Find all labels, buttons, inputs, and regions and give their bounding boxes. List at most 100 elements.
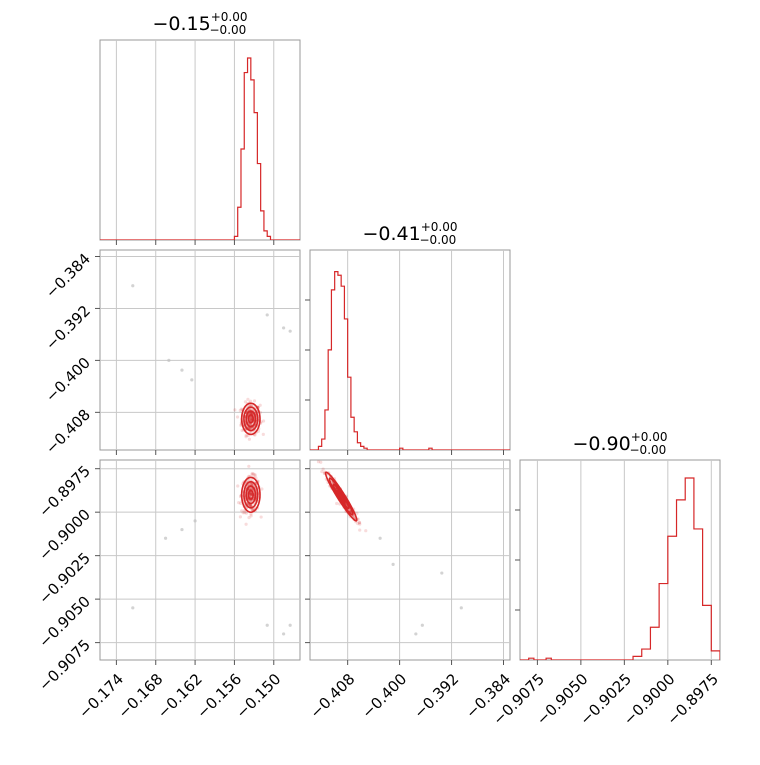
outlier-point-2 [180,527,184,532]
scatter-point [250,471,254,476]
outlier-point-5 [282,326,286,330]
scatter-point [250,472,254,477]
scatter-point [248,417,253,421]
scatter-point [319,460,323,464]
scatter-point [233,408,237,412]
outlier-point-4 [440,571,444,575]
scatter-point [243,511,247,515]
scatter-point [244,433,248,437]
scatter-point [238,408,242,413]
scatter-point [237,501,241,505]
scatter-point [355,511,359,515]
outlier-point-4 [265,313,269,317]
scatter-point [244,522,248,526]
scatter-point [249,493,253,497]
scatter-point [335,501,339,506]
contour-level-0 [247,489,254,500]
scatter-point [250,508,254,512]
scatter-point [364,529,368,533]
panel-hist-param-1 [309,249,511,451]
scatter-point [243,400,248,404]
scatter-point [246,397,250,401]
scatter-point [247,437,252,441]
scatter-point [253,472,257,477]
scatter-point [248,503,252,508]
scatter-point [249,514,253,518]
outlier-point-1 [163,536,168,540]
contour-level-3 [324,471,358,522]
scatter-point [249,499,253,504]
contour-level-3 [240,402,261,436]
scatter-point [358,528,362,532]
histogram-param-1 [310,271,510,450]
outlier-point-0 [131,606,135,610]
scatter-point [235,415,240,419]
scatter-point [250,403,254,407]
title-param-1-lower: −0.00 [420,233,457,247]
contour-level-2 [243,480,259,509]
scatter-point [316,460,321,464]
scatter-point [249,418,253,423]
scatter-point [239,501,243,505]
scatter-point [249,416,253,420]
outlier-point-0 [378,536,382,540]
scatter-point [249,512,253,516]
outlier-point-5 [459,606,463,610]
scatter-0-vs-2 [131,464,292,636]
y-tick-label-param-1-2: −0.392 [42,302,94,354]
x-tick-label-param-1-1: −0.400 [358,670,410,722]
contour-level-0 [247,414,254,424]
title-param-0-lower: −0.00 [210,23,247,37]
scatter-point [357,521,362,525]
contour-level-1 [245,485,257,505]
scatter-point [248,426,252,431]
scatter-point [261,432,265,436]
title-param-1: −0.41+0.00 −0.00 [362,220,457,247]
scatter-point [249,491,253,496]
data-marks [100,57,720,660]
title-param-0-value: −0.15 [152,13,210,35]
scatter-point [260,487,264,491]
scatter-point [244,435,248,439]
scatter-1-vs-2 [316,460,463,636]
outlier-point-1 [167,358,171,362]
outlier-point-5 [282,632,286,636]
grid-lines [100,40,712,660]
outlier-point-2 [180,368,184,372]
y-tick-label-param-1-3: −0.384 [42,250,94,302]
scatter-point [321,467,325,471]
panel-scatter-param-0-vs-2 [99,459,301,661]
title-param-2-lower: −0.00 [630,443,667,457]
contour-level-3 [240,476,261,513]
panel-hist-param-0 [99,39,301,241]
scatter-point [250,487,254,491]
outlier-point-4 [265,623,269,627]
scatter-point [250,482,254,486]
scatter-point [357,520,362,524]
outlier-point-2 [414,632,418,636]
outlier-point-6 [288,623,292,627]
contour-level-1 [245,410,257,428]
scatter-point [236,484,240,488]
scatter-point [249,482,253,486]
histogram-param-2 [520,477,720,660]
scatter-point [261,419,266,423]
scatter-point [240,509,244,513]
outlier-point-1 [391,562,395,566]
scatter-point [252,399,257,403]
scatter-point [251,472,256,476]
scatter-point [247,464,251,468]
title-param-0: −0.15+0.00 −0.00 [152,10,247,37]
contour-level-2 [243,406,259,432]
scatter-point [247,516,251,520]
scatter-point [249,503,253,508]
title-param-2-upper: +0.00 [631,430,668,444]
outlier-point-0 [131,284,135,288]
panel-hist-param-2 [519,459,721,661]
scatter-0-vs-1 [131,284,292,441]
outlier-point-6 [288,329,292,333]
scatter-point [240,428,244,433]
scatter-point [238,515,243,519]
